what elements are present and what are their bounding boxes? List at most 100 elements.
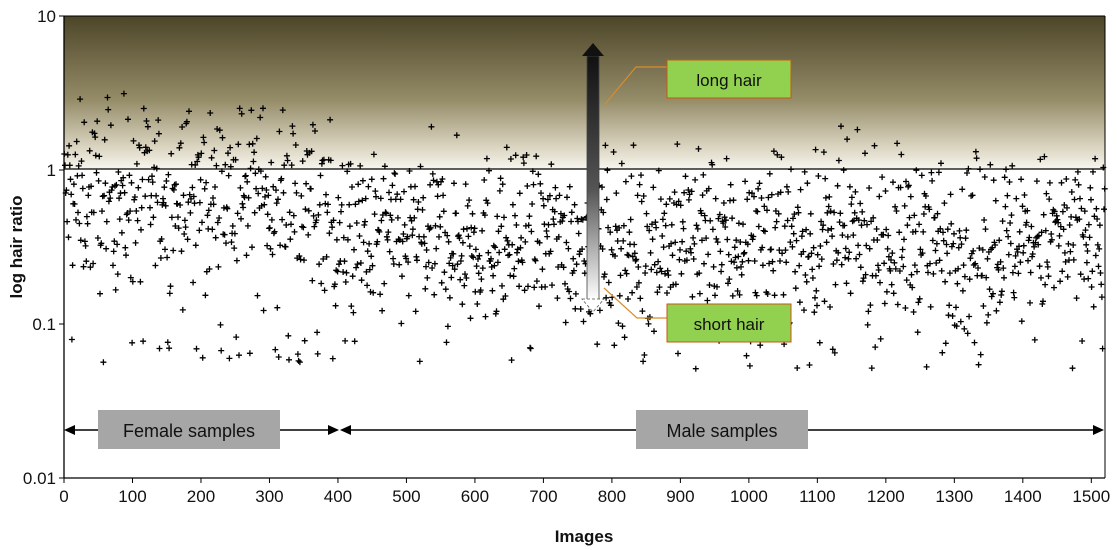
data-point	[436, 233, 442, 240]
data-point	[257, 168, 264, 175]
data-point	[544, 196, 551, 203]
data-point	[807, 210, 814, 217]
data-point	[329, 224, 336, 231]
data-point	[851, 209, 858, 216]
data-point	[959, 287, 966, 294]
data-point	[765, 194, 772, 201]
data-point	[943, 241, 950, 248]
data-point	[915, 299, 922, 306]
data-point	[946, 270, 953, 277]
data-point	[826, 193, 833, 200]
data-point	[378, 217, 385, 224]
data-point	[275, 354, 282, 360]
data-point	[107, 122, 114, 129]
data-point	[153, 165, 160, 172]
data-point	[342, 279, 349, 285]
data-point	[412, 308, 419, 315]
data-point	[200, 134, 207, 141]
data-point	[520, 154, 527, 161]
data-point	[107, 195, 114, 202]
data-point	[981, 174, 988, 180]
data-point	[1042, 281, 1049, 288]
data-point	[163, 178, 170, 184]
data-point	[683, 257, 690, 264]
data-point	[456, 235, 463, 242]
data-point	[972, 148, 979, 155]
data-point	[76, 220, 83, 227]
data-point	[70, 181, 77, 188]
data-point	[1068, 189, 1075, 195]
data-point	[503, 144, 510, 151]
data-point	[678, 270, 685, 277]
data-point	[971, 339, 978, 346]
data-point	[68, 336, 75, 343]
data-point	[631, 250, 638, 257]
data-point	[461, 282, 468, 289]
data-point	[544, 233, 551, 240]
data-point	[779, 250, 786, 257]
data-point	[602, 142, 609, 149]
data-point	[239, 200, 246, 207]
data-point	[794, 365, 801, 371]
data-point	[166, 345, 173, 352]
data-point	[1011, 263, 1018, 270]
data-point	[122, 244, 129, 251]
data-point	[75, 209, 81, 216]
data-point	[168, 150, 175, 157]
data-point	[734, 288, 741, 294]
data-point	[1083, 259, 1090, 266]
data-point	[500, 296, 507, 303]
data-point	[907, 193, 914, 200]
data-point	[145, 176, 152, 183]
data-point	[377, 195, 384, 202]
data-point	[308, 148, 315, 155]
data-point	[126, 172, 133, 179]
data-point	[125, 217, 132, 224]
data-point	[361, 222, 368, 228]
data-point	[457, 276, 464, 283]
data-point	[355, 181, 362, 188]
data-point	[78, 158, 85, 165]
data-point	[550, 216, 557, 223]
data-point	[911, 212, 918, 219]
data-point	[470, 229, 477, 236]
data-point	[635, 264, 642, 270]
data-point	[940, 229, 946, 236]
data-point	[622, 178, 629, 185]
data-point	[446, 260, 453, 267]
data-point	[844, 233, 851, 240]
data-point	[631, 241, 638, 248]
data-point	[875, 267, 882, 273]
data-point	[579, 216, 586, 223]
data-point	[1070, 242, 1077, 248]
data-point	[451, 180, 457, 187]
data-point	[705, 251, 712, 258]
data-point	[453, 210, 460, 217]
data-point	[1088, 284, 1095, 290]
data-point	[568, 218, 575, 225]
data-point	[944, 250, 951, 257]
data-point	[362, 195, 369, 202]
data-point	[490, 272, 497, 279]
data-point	[827, 304, 833, 310]
data-point	[658, 268, 665, 275]
data-point	[472, 246, 479, 253]
data-point	[1035, 232, 1042, 239]
long-hair-region	[64, 16, 1105, 169]
data-point	[690, 234, 697, 241]
data-point	[193, 345, 200, 352]
data-point	[342, 337, 349, 344]
data-point	[561, 212, 568, 219]
data-point	[865, 308, 872, 315]
data-point	[133, 160, 140, 167]
data-point	[517, 244, 524, 251]
data-point	[1046, 179, 1053, 186]
data-point	[127, 274, 134, 281]
data-point	[793, 237, 800, 244]
data-point	[975, 361, 982, 368]
data-point	[604, 167, 611, 174]
data-point	[255, 190, 262, 197]
data-point	[864, 221, 870, 228]
data-point	[942, 340, 949, 347]
